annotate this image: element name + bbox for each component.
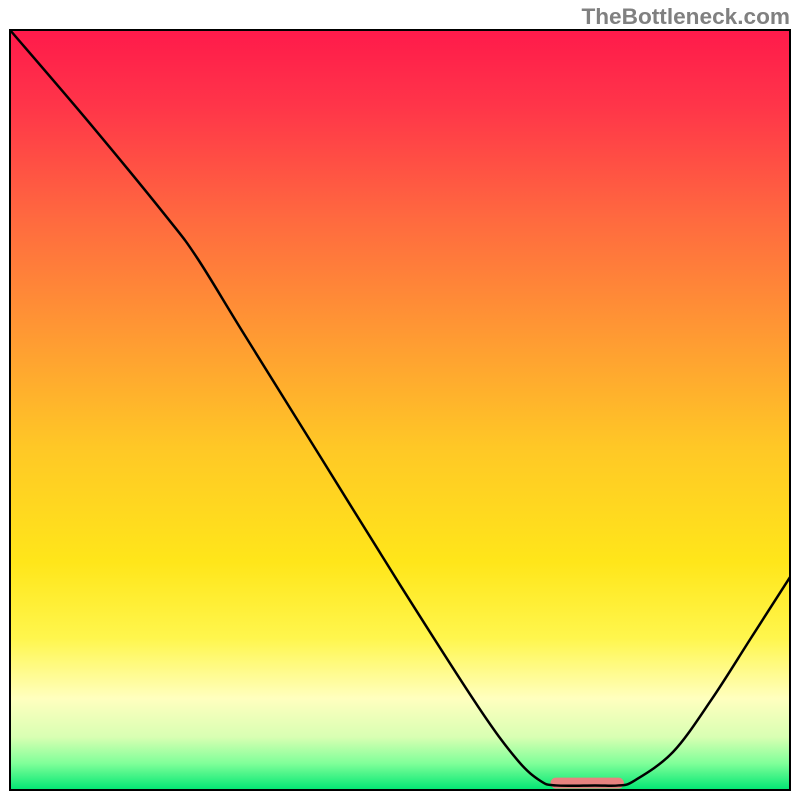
watermark-text: TheBottleneck.com — [581, 4, 790, 30]
chart-container: TheBottleneck.com — [0, 0, 800, 800]
gradient-background — [10, 30, 790, 790]
bottleneck-chart — [0, 0, 800, 800]
